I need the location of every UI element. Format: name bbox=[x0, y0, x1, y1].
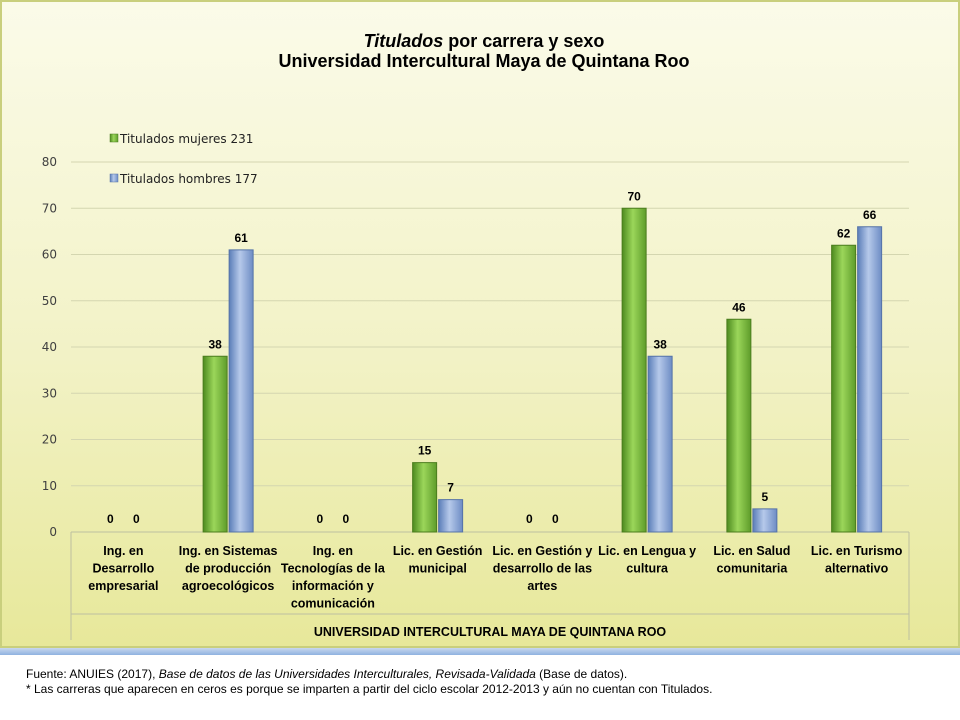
source-line: Fuente: ANUIES (2017), Base de datos de … bbox=[26, 667, 946, 682]
bar-hombres bbox=[647, 355, 673, 533]
y-tick-label: 30 bbox=[42, 386, 57, 400]
data-label: 38 bbox=[208, 337, 222, 351]
bar-chart: Titulados por carrera y sexo Universidad… bbox=[42, 31, 910, 640]
data-label: 46 bbox=[732, 300, 746, 314]
grid-lines bbox=[71, 161, 909, 487]
bar-mujeres bbox=[412, 462, 438, 533]
data-label: 62 bbox=[837, 226, 851, 240]
legend-label: Titulados hombres 177 bbox=[119, 172, 258, 186]
y-tick-label: 10 bbox=[42, 479, 57, 493]
category-label: Lic. en Turismo alternativo bbox=[811, 544, 903, 576]
data-label: 0 bbox=[107, 512, 114, 526]
bar-mujeres bbox=[726, 318, 752, 533]
data-label: 15 bbox=[418, 444, 432, 458]
bars bbox=[202, 207, 883, 533]
bar-hombres bbox=[857, 226, 883, 533]
y-tick-label: 50 bbox=[42, 294, 57, 308]
bar-mujeres bbox=[621, 207, 647, 533]
legend: Titulados mujeres 231 Titulados hombres 1… bbox=[109, 132, 258, 186]
source-prefix: Fuente: ANUIES (2017), bbox=[26, 667, 159, 681]
category-labels: Ing. en Desarrollo empresarial Ing. en Sist… bbox=[88, 544, 902, 611]
legend-swatch bbox=[109, 133, 119, 143]
data-label: 61 bbox=[234, 231, 248, 245]
bottom-accent-strip bbox=[0, 648, 960, 655]
source-suffix: (Base de datos). bbox=[535, 667, 628, 681]
y-tick-label: 60 bbox=[42, 248, 57, 262]
y-tick-label: 40 bbox=[42, 340, 57, 354]
category-label: Lic. en Salud comunitaria bbox=[713, 544, 790, 576]
y-tick-label: 80 bbox=[42, 155, 57, 169]
data-label: 0 bbox=[526, 512, 533, 526]
source-title: Base de datos de las Universidades Inter… bbox=[158, 667, 536, 681]
legend-label: Titulados mujeres 231 bbox=[119, 132, 253, 146]
chart-panel bbox=[0, 0, 960, 648]
data-label: 5 bbox=[762, 490, 769, 504]
data-label: 70 bbox=[627, 189, 641, 203]
data-label: 0 bbox=[343, 512, 350, 526]
bar-hombres bbox=[752, 508, 778, 533]
bar-hombres bbox=[438, 499, 464, 533]
legend-swatch bbox=[109, 173, 119, 183]
bar-hombres bbox=[228, 249, 254, 533]
category-label: Ing. en Desarrollo empresarial bbox=[88, 544, 158, 593]
data-label: 0 bbox=[317, 512, 324, 526]
category-label: Lic. en Gestión municipal bbox=[393, 544, 483, 576]
bar-mujeres bbox=[202, 355, 228, 533]
note-line: * Las carreras que aparecen en ceros es … bbox=[26, 682, 713, 696]
x-axis-title: UNIVERSIDAD INTERCULTURAL MAYA DE QUINTA… bbox=[314, 625, 667, 639]
y-tick-label: 0 bbox=[49, 525, 57, 539]
category-label: Ing. en Tecnologías de la información y com… bbox=[281, 544, 386, 611]
y-tick-label: 70 bbox=[42, 201, 57, 215]
y-tick-label: 20 bbox=[42, 433, 57, 447]
data-label: 7 bbox=[447, 481, 454, 495]
category-label: Lic. en Lengua y cultura bbox=[598, 544, 696, 576]
data-label: 38 bbox=[653, 337, 667, 351]
category-label: Ing. en Sistemas de producción agroecológi… bbox=[179, 544, 278, 593]
y-axis: 0 10 20 30 40 50 60 70 80 bbox=[42, 155, 57, 539]
chart-subtitle: Universidad Intercultural Maya de Quinta… bbox=[278, 51, 689, 71]
footer: Fuente: ANUIES (2017), Base de datos de … bbox=[26, 667, 946, 697]
data-label: 0 bbox=[552, 512, 559, 526]
category-label: Lic. en Gestión y desarrollo de las artes bbox=[492, 544, 592, 593]
chart-title: Titulados por carrera y sexo bbox=[364, 31, 605, 51]
data-label: 0 bbox=[133, 512, 140, 526]
data-label: 66 bbox=[863, 208, 877, 222]
bar-mujeres bbox=[831, 244, 857, 533]
